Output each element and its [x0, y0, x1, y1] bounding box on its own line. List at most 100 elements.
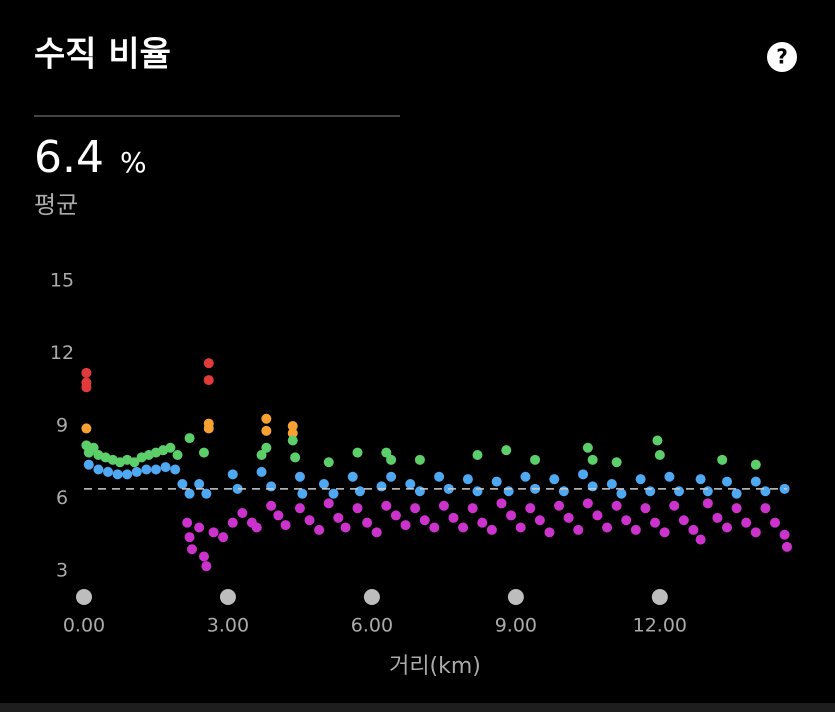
data-point [534, 515, 545, 526]
y-tick-label: 9 [56, 415, 68, 437]
data-point [304, 515, 315, 526]
data-point [472, 486, 483, 497]
data-point [563, 512, 574, 523]
x-tick-label: 0.00 [63, 615, 105, 637]
data-point [198, 447, 209, 458]
data-point [702, 486, 713, 497]
data-point [390, 510, 401, 521]
data-point [405, 479, 416, 489]
data-point [621, 515, 632, 526]
data-point [314, 524, 325, 535]
data-point [150, 464, 161, 475]
data-point [371, 527, 382, 538]
data-point [160, 462, 171, 473]
data-point [659, 527, 670, 538]
data-point [218, 532, 229, 543]
data-point [669, 500, 680, 511]
data-point [501, 445, 512, 456]
data-point [741, 517, 752, 528]
data-point [573, 524, 584, 535]
x-tick-dot [219, 589, 236, 605]
data-point [88, 442, 99, 453]
title: 수직 비율 [34, 35, 171, 75]
x-tick-label: 9.00 [495, 615, 537, 637]
data-point [256, 466, 267, 477]
data-point [194, 522, 205, 533]
data-point [186, 544, 197, 555]
data-point [630, 524, 641, 535]
data-point [172, 450, 183, 460]
help-icon[interactable]: ? [776, 45, 788, 69]
data-point [352, 503, 363, 514]
data-point [462, 474, 473, 485]
data-point [506, 510, 517, 521]
data-point [578, 469, 589, 480]
data-point [362, 517, 373, 528]
data-point [261, 425, 272, 436]
data-point [458, 522, 469, 533]
data-point [438, 500, 449, 511]
data-point [782, 541, 792, 552]
data-point [472, 450, 483, 460]
data-point [83, 459, 94, 470]
data-point [678, 515, 689, 526]
data-point [664, 471, 675, 482]
data-point [182, 517, 193, 528]
x-tick-dot [651, 589, 668, 605]
data-point [616, 488, 627, 499]
data-point [287, 428, 298, 439]
data-point [381, 447, 392, 458]
data-point [760, 486, 771, 497]
data-point [129, 457, 140, 468]
y-tick-label: 12 [50, 342, 74, 364]
data-point [81, 423, 92, 434]
x-tick-dot [76, 589, 92, 605]
data-point [198, 551, 209, 562]
data-point [201, 561, 212, 572]
data-point [266, 500, 277, 511]
data-point [592, 510, 603, 521]
data-point [712, 512, 723, 523]
average-unit: % [120, 146, 147, 179]
data-point [486, 524, 497, 535]
x-tick-label: 12.00 [633, 615, 687, 637]
data-point [318, 479, 329, 489]
data-point [323, 457, 334, 468]
data-point [582, 498, 593, 509]
data-point [695, 474, 706, 485]
data-point [328, 488, 339, 499]
data-point [760, 503, 771, 514]
data-point [695, 534, 706, 545]
data-point [81, 382, 92, 393]
x-axis-label: 거리(km) [389, 654, 481, 679]
data-point [558, 486, 569, 497]
data-point [287, 435, 298, 446]
data-point [102, 466, 113, 477]
data-point [294, 471, 305, 482]
data-point [208, 527, 219, 538]
data-point [717, 454, 728, 465]
data-point [340, 522, 351, 533]
data-point [165, 442, 176, 453]
data-point [386, 471, 397, 482]
data-point [261, 413, 272, 424]
data-point [750, 459, 761, 470]
data-point [477, 517, 488, 528]
data-point [290, 452, 301, 463]
data-point [131, 466, 142, 477]
data-point [122, 469, 133, 480]
data-point [170, 464, 181, 475]
help-button[interactable] [767, 42, 797, 72]
data-point [227, 469, 238, 480]
data-point [587, 454, 598, 465]
data-point [184, 433, 195, 444]
data-point [491, 476, 502, 487]
data-point [201, 488, 212, 499]
data-point [544, 527, 555, 538]
data-point [654, 450, 665, 460]
data-point [184, 532, 195, 543]
data-point [333, 512, 344, 523]
data-point [237, 508, 248, 518]
data-point [354, 486, 365, 497]
